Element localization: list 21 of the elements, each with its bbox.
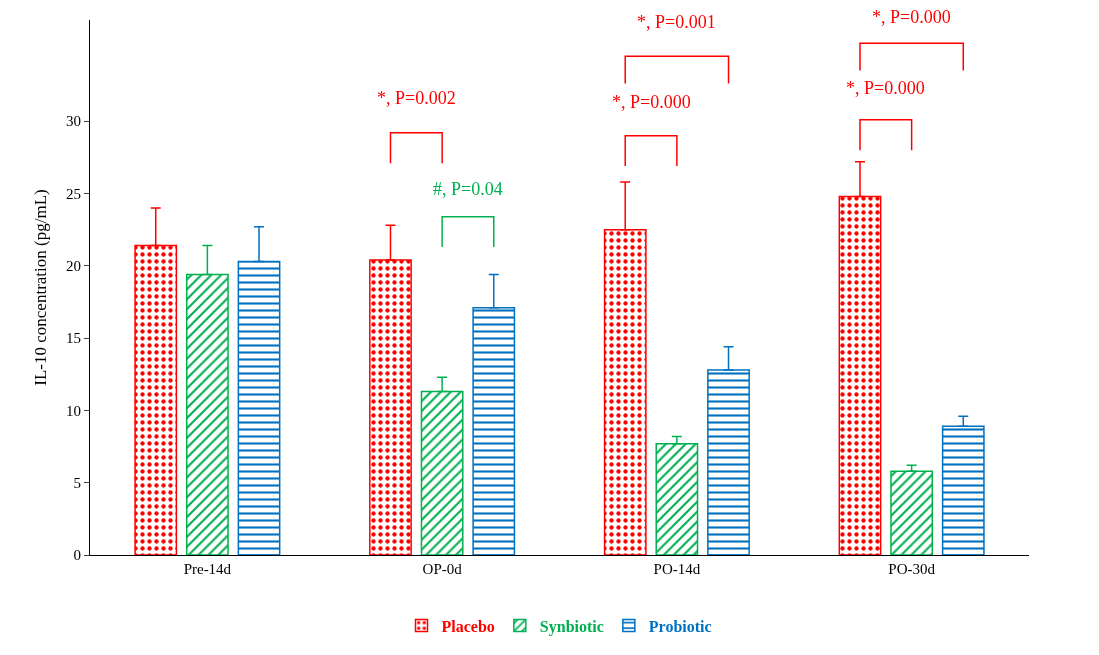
y-tick-label: 15 — [66, 330, 81, 347]
y-tick-label: 25 — [66, 185, 81, 202]
y-tick-label: 10 — [66, 402, 81, 419]
text: Placebo — [441, 617, 495, 635]
y-tick-label: 5 — [73, 474, 81, 491]
y-tick-label: 0 — [73, 547, 81, 564]
annotation: *, P=0.000 — [846, 78, 925, 98]
x-tick-label: OP-0d — [422, 561, 463, 577]
annotation: *, P=0.000 — [612, 92, 691, 112]
annotation: *, P=0.000 — [872, 7, 951, 27]
y-tick-label: 30 — [66, 113, 81, 130]
annotation: *, P=0.001 — [637, 12, 716, 32]
y-axis-title: IL-10 concentration (pg/mL) — [31, 189, 50, 386]
x-tick-label: PO-30d — [888, 561, 936, 577]
text: Probiotic — [648, 617, 712, 635]
annotation: *, P=0.002 — [377, 88, 456, 108]
annotation: #, P=0.04 — [433, 179, 503, 199]
x-tick-label: Pre-14d — [183, 561, 232, 577]
text: Synbiotic — [539, 617, 604, 636]
x-tick-label: PO-14d — [653, 561, 701, 577]
y-tick-label: 20 — [66, 258, 81, 275]
